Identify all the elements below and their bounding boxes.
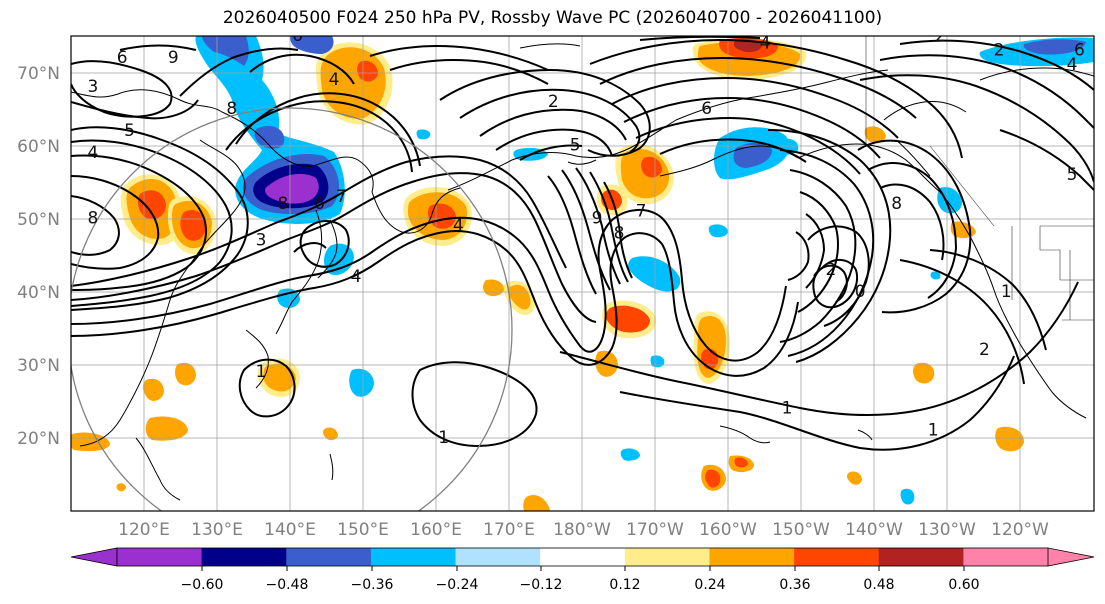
colorbar-extend-right — [1047, 547, 1095, 567]
contour-label: 3 — [716, 19, 727, 39]
lat-label: 60°N — [17, 137, 60, 157]
colorbar-segment — [455, 548, 541, 566]
colorbar-tick-label: 0.60 — [948, 577, 979, 593]
contour-label: 7 — [636, 201, 647, 221]
contour-label: 1 — [1001, 282, 1012, 302]
lon-label: 170°E — [483, 520, 535, 540]
contour-label: 6 — [117, 48, 128, 68]
contour-label: 4 — [760, 33, 771, 53]
colorbar-segment — [117, 548, 203, 566]
contour-label: 4 — [453, 216, 464, 236]
contour-label: 3 — [87, 77, 98, 97]
contour-label: 1 — [928, 421, 939, 441]
colorbar-ticks — [201, 566, 965, 571]
colorbar-tick-label: 0.24 — [694, 577, 725, 593]
lat-label: 70°N — [17, 64, 60, 84]
radius-circle — [71, 107, 513, 511]
colorbar-segment — [624, 548, 710, 566]
contour-label: 6 — [1074, 41, 1085, 61]
contour-label: 4 — [1067, 55, 1078, 75]
lat-label: 30°N — [17, 356, 60, 376]
contour-label: 2 — [548, 92, 559, 112]
longitude-labels: 120°E 130°E 140°E 150°E 160°E 170°E 180°… — [118, 520, 1049, 540]
contour-label: 2 — [935, 26, 946, 46]
contour-label: 2 — [994, 41, 1005, 61]
contour-label: 6 — [314, 194, 325, 214]
colorbar-segment — [370, 548, 456, 566]
contour-label: 5 — [124, 121, 135, 141]
contour-label: 8 — [87, 209, 98, 229]
colorbar-segment — [794, 548, 880, 566]
contour-label: 6 — [292, 26, 303, 46]
latitude-labels: 70°N 60°N 50°N 40°N 30°N 20°N — [17, 64, 60, 449]
contour-label: 8 — [277, 194, 288, 214]
contour-label: 5 — [570, 136, 581, 156]
lon-label: 140°W — [845, 520, 903, 540]
contour-label: 9 — [592, 209, 603, 229]
lon-label: 150°W — [772, 520, 830, 540]
colorbar-segment — [709, 548, 795, 566]
colorbar-tick-label: 0.36 — [779, 577, 810, 593]
contour-label: 2 — [979, 340, 990, 360]
contour-label: 8 — [226, 99, 237, 119]
contour-label: 2 — [825, 260, 836, 280]
contour-label: 1 — [256, 362, 267, 382]
political-borders — [865, 36, 1094, 321]
contour-label: 6 — [701, 99, 712, 119]
contour-label: 4 — [351, 267, 362, 287]
lat-label: 50°N — [17, 210, 60, 230]
lon-label: 130°E — [191, 520, 243, 540]
colorbar-tick-label: 0.48 — [863, 577, 894, 593]
colorbar-segment — [286, 548, 372, 566]
lon-label: 140°E — [264, 520, 316, 540]
colorbar-frame — [116, 547, 1049, 567]
colorbar-tick-label: −0.12 — [520, 577, 563, 593]
lon-label: 120°W — [991, 520, 1049, 540]
lon-label: 170°W — [626, 520, 684, 540]
colorbar-extend-left — [70, 547, 118, 567]
colorbar-segment — [878, 548, 964, 566]
contour-label: 7 — [336, 187, 347, 207]
lon-label: 160°E — [410, 520, 462, 540]
map-frame — [70, 35, 1095, 512]
colorbar-segment — [540, 548, 626, 566]
lon-label: 160°W — [699, 520, 757, 540]
pv-contours — [71, 36, 1094, 451]
lat-label: 40°N — [17, 283, 60, 303]
lon-label: 130°W — [918, 520, 976, 540]
contour-label: 1 — [438, 428, 449, 448]
contour-label: 1 — [782, 399, 793, 419]
lon-label: 150°E — [337, 520, 389, 540]
colorbar-tick-label: −0.36 — [351, 577, 394, 593]
positive-anomalies — [71, 38, 1024, 511]
contour-label: 8 — [614, 223, 625, 243]
contour-label: 3 — [256, 231, 267, 251]
colorbar-tick-label: 0.12 — [609, 577, 640, 593]
lon-label: 120°E — [118, 520, 170, 540]
contour-label: 4 — [87, 143, 98, 163]
colorbar-segment — [201, 548, 287, 566]
contour-label: 8 — [891, 194, 902, 214]
colorbar-segment — [963, 548, 1049, 566]
contour-label: 4 — [329, 70, 340, 90]
contour-label: 9 — [168, 48, 179, 68]
colorbar-tick-label: −0.60 — [181, 577, 224, 593]
contour-label-bg — [715, 19, 727, 35]
colorbar-tick-label: −0.48 — [266, 577, 309, 593]
lat-label: 20°N — [17, 429, 60, 449]
colorbar-tick-label: −0.24 — [436, 577, 479, 593]
contour-label: 0 — [855, 282, 866, 302]
contour-label: 5 — [1067, 165, 1078, 185]
map-title: 2026040500 F024 250 hPa PV, Rossby Wave … — [222, 8, 883, 28]
lon-label: 180°W — [553, 520, 611, 540]
colorbar: −0.60 −0.48 −0.36 −0.24 −0.12 0.12 0.24 … — [70, 547, 1095, 593]
negative-anomalies — [195, 36, 1094, 505]
